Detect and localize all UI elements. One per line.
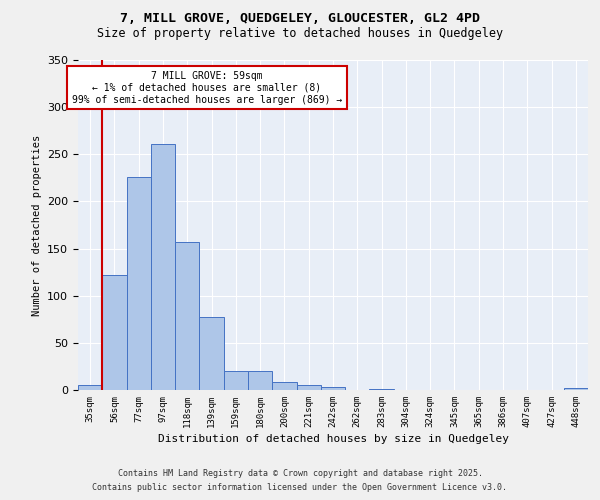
Bar bbox=[127, 177, 151, 390]
Bar bbox=[370, 389, 394, 390]
Bar bbox=[248, 371, 272, 390]
Text: 7 MILL GROVE: 59sqm
← 1% of detached houses are smaller (8)
99% of semi-detached: 7 MILL GROVE: 59sqm ← 1% of detached hou… bbox=[71, 72, 342, 104]
X-axis label: Distribution of detached houses by size in Quedgeley: Distribution of detached houses by size … bbox=[157, 434, 509, 444]
Text: Contains HM Land Registry data © Crown copyright and database right 2025.: Contains HM Land Registry data © Crown c… bbox=[118, 468, 482, 477]
Bar bbox=[564, 388, 588, 390]
Bar bbox=[175, 242, 199, 390]
Bar bbox=[102, 275, 127, 390]
Bar bbox=[224, 371, 248, 390]
Bar bbox=[272, 382, 296, 390]
Text: Size of property relative to detached houses in Quedgeley: Size of property relative to detached ho… bbox=[97, 28, 503, 40]
Bar bbox=[151, 144, 175, 390]
Bar bbox=[321, 387, 345, 390]
Y-axis label: Number of detached properties: Number of detached properties bbox=[32, 134, 41, 316]
Bar bbox=[78, 386, 102, 390]
Text: Contains public sector information licensed under the Open Government Licence v3: Contains public sector information licen… bbox=[92, 484, 508, 492]
Text: 7, MILL GROVE, QUEDGELEY, GLOUCESTER, GL2 4PD: 7, MILL GROVE, QUEDGELEY, GLOUCESTER, GL… bbox=[120, 12, 480, 26]
Bar bbox=[199, 318, 224, 390]
Bar bbox=[296, 386, 321, 390]
